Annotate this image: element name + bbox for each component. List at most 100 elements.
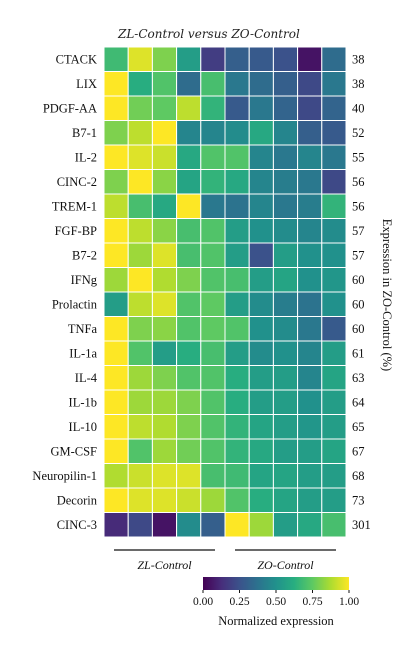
heatmap-cell (151, 463, 178, 489)
heatmap-cell (248, 267, 274, 293)
column-groups: ZL-Control ZO-Control (114, 549, 336, 572)
heatmap-cell (176, 267, 202, 293)
heatmap-cell (297, 389, 323, 415)
heatmap-cell (103, 512, 129, 538)
heatmap-cell (176, 46, 202, 72)
heatmap-cell (127, 120, 153, 146)
heatmap-cell (151, 95, 178, 121)
heatmap-cell (321, 95, 347, 121)
heatmap-cell (176, 340, 202, 366)
heatmap-cell (272, 365, 299, 391)
heatmap-cell (200, 438, 226, 464)
heatmap-cell (103, 414, 129, 440)
heatmap-cell (248, 193, 274, 219)
row-label: TNFa (68, 322, 98, 336)
heatmap-cell (272, 95, 299, 121)
heatmap-cell (272, 242, 299, 268)
heatmap-cell (200, 463, 226, 489)
heatmap-cell (103, 169, 129, 195)
row-label: Prolactin (52, 298, 98, 312)
group-label: ZL-Control (137, 558, 192, 572)
heatmap-cell (321, 169, 347, 195)
heatmap-cell (151, 169, 178, 195)
row-label: IL-10 (69, 420, 97, 434)
heatmap-cell (176, 169, 202, 195)
heatmap-cell (272, 120, 299, 146)
heatmap-cell (272, 316, 299, 342)
heatmap-cell (176, 193, 202, 219)
row-value-label: 60 (352, 298, 365, 312)
heatmap-cell (224, 389, 250, 415)
heatmap-cell (151, 340, 178, 366)
heatmap-cell (248, 95, 274, 121)
heatmap-cell (103, 242, 129, 268)
heatmap-cell (224, 291, 250, 317)
row-value-label: 73 (352, 494, 365, 508)
heatmap-cell (297, 463, 323, 489)
colorbar-gradient (203, 577, 349, 590)
row-value-label: 56 (352, 200, 365, 214)
heatmap-cell (127, 438, 153, 464)
heatmap-cell (224, 340, 250, 366)
heatmap-cell (224, 487, 250, 513)
heatmap-cell (151, 242, 178, 268)
heatmap-cell (103, 340, 129, 366)
heatmap-cell (200, 218, 226, 244)
row-value-label: 57 (352, 249, 365, 263)
heatmap-cell (200, 316, 226, 342)
row-label: FGF-BP (55, 224, 97, 238)
heatmap-cell (297, 438, 323, 464)
heatmap-cell (151, 512, 178, 538)
row-label: TREM-1 (52, 200, 97, 214)
heatmap-cell (176, 389, 202, 415)
heatmap-cell (272, 267, 299, 293)
heatmap-cell (321, 512, 347, 538)
heatmap-cell (200, 291, 226, 317)
heatmap-cell (151, 46, 178, 72)
heatmap-cell (176, 95, 202, 121)
heatmap-cell (321, 46, 347, 72)
row-label: B7-1 (72, 126, 97, 140)
heatmap-cell (103, 218, 129, 244)
heatmap-cell (321, 193, 347, 219)
heatmap-cell (176, 365, 202, 391)
heatmap-cell (200, 144, 226, 170)
heatmap-cell (248, 340, 274, 366)
heatmap-cell (297, 316, 323, 342)
row-value-label: 63 (352, 371, 365, 385)
heatmap-cell (272, 463, 299, 489)
heatmap-cell (297, 512, 323, 538)
heatmap-cell (176, 316, 202, 342)
heatmap-cell (127, 316, 153, 342)
heatmap-cell (248, 512, 274, 538)
heatmap-cell (176, 242, 202, 268)
heatmap-cell (321, 463, 347, 489)
heatmap-cell (127, 487, 153, 513)
heatmap-cell (297, 267, 323, 293)
heatmap-cell (151, 389, 178, 415)
heatmap-cell (127, 193, 153, 219)
heatmap-cell (272, 169, 299, 195)
heatmap-cell (176, 71, 202, 97)
heatmap-cell (297, 169, 323, 195)
heatmap-cell (297, 291, 323, 317)
heatmap-cell (151, 120, 178, 146)
heatmap-cell (297, 414, 323, 440)
heatmap-cell (321, 218, 347, 244)
heatmap-cell (200, 389, 226, 415)
heatmap-cell (248, 218, 274, 244)
heatmap-cell (224, 316, 250, 342)
heatmap-cell (272, 438, 299, 464)
heatmap-cell (103, 291, 129, 317)
row-value-label: 301 (352, 518, 371, 532)
heatmap-cell (176, 144, 202, 170)
heatmap-cell (297, 71, 323, 97)
row-value-label: 64 (352, 396, 365, 410)
heatmap-cell (248, 463, 274, 489)
heatmap-cell (151, 414, 178, 440)
heatmap-cell (103, 95, 129, 121)
right-axis-label: Expression in ZO-Control (%) (380, 219, 394, 371)
heatmap-cell (248, 291, 274, 317)
heatmap-cell (321, 267, 347, 293)
